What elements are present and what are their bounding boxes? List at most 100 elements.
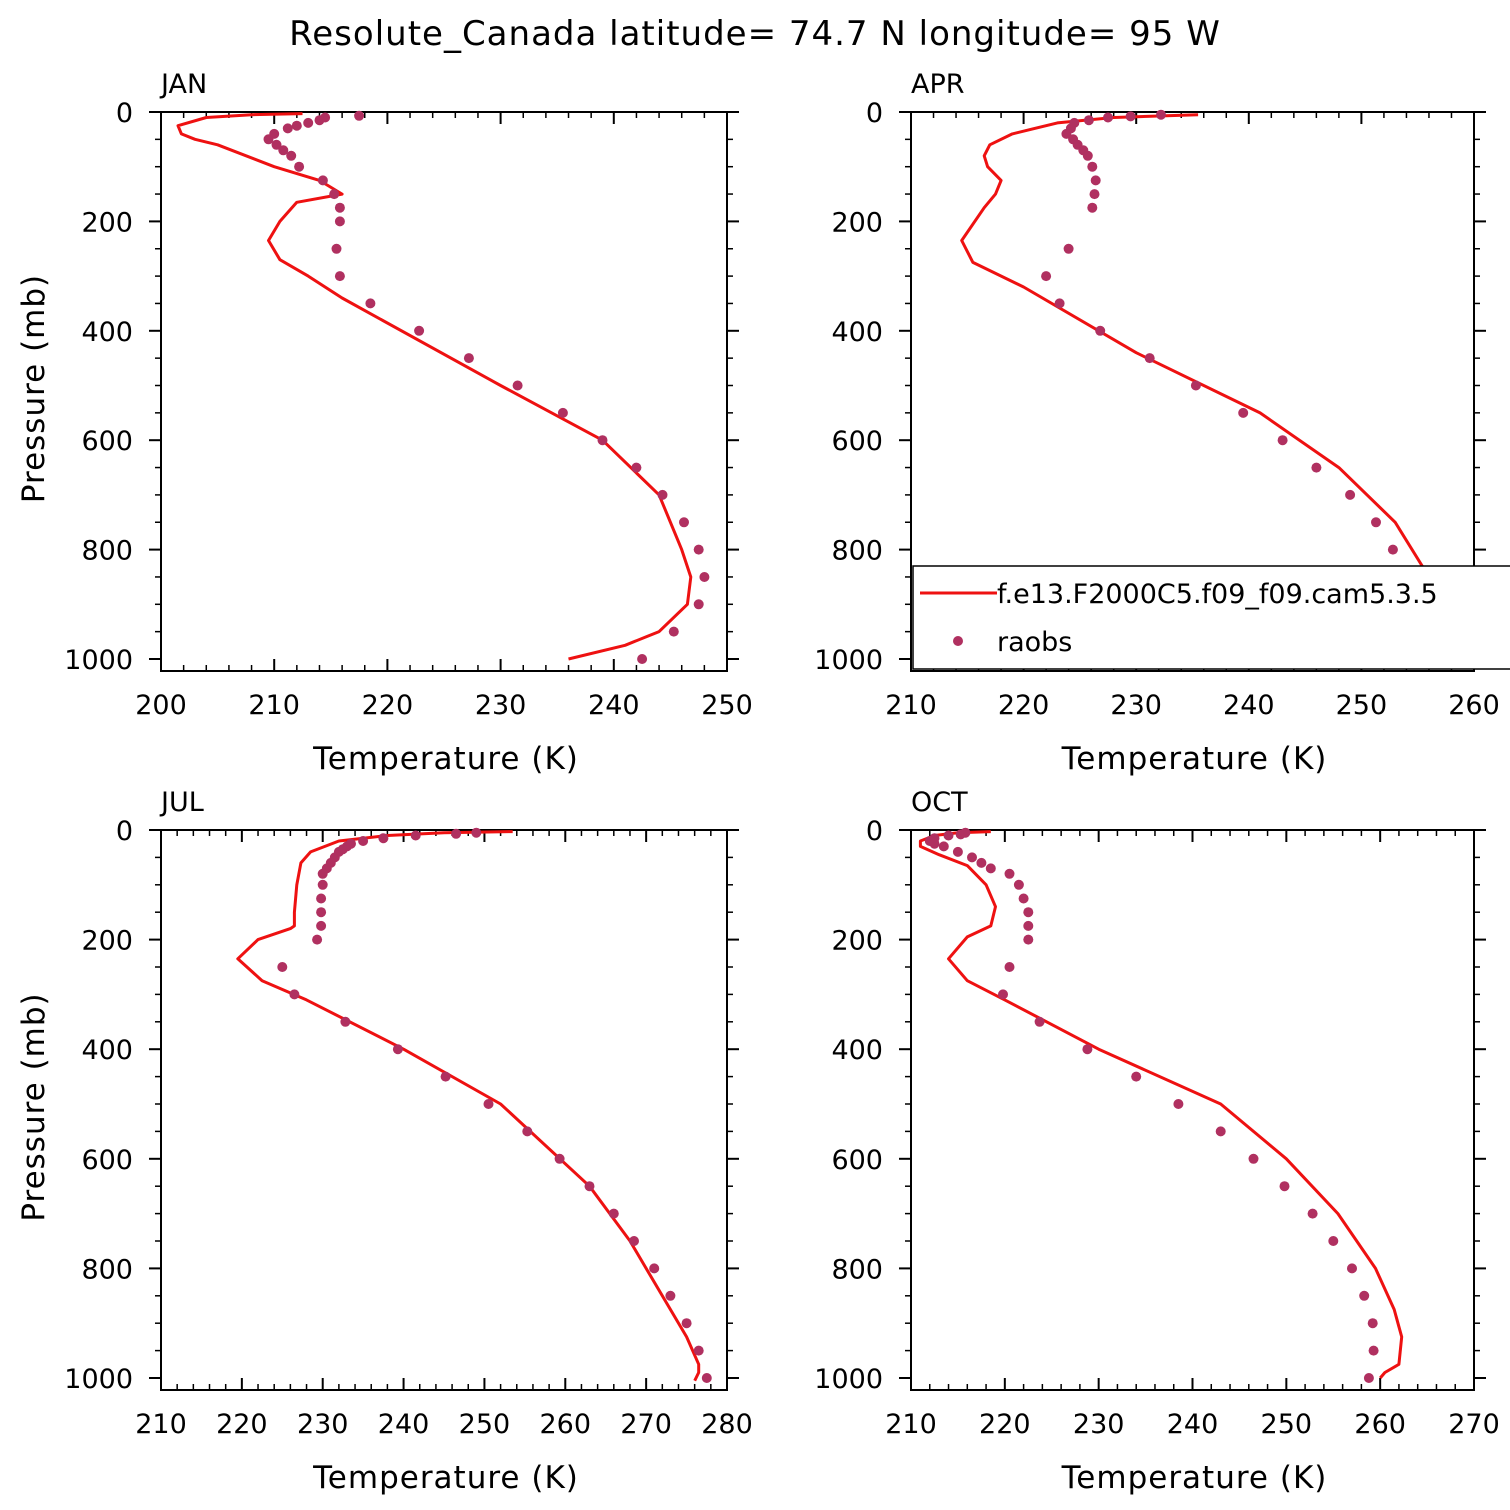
raobs-point (512, 380, 523, 391)
raobs-point (1018, 893, 1029, 904)
x-tick-label: 240 (588, 690, 640, 721)
legend-dot-swatch (953, 636, 963, 646)
y-tick-label: 800 (81, 536, 133, 567)
raobs-point (289, 989, 300, 1000)
raobs-point (1095, 325, 1106, 336)
raobs-point (1034, 1016, 1045, 1027)
y-tick-label: 1000 (64, 645, 133, 676)
raobs-point (637, 654, 648, 664)
raobs-point (316, 893, 327, 904)
x-tick-label: 220 (998, 690, 1050, 721)
x-tick-label: 250 (459, 1409, 511, 1440)
raobs-point (1173, 1099, 1184, 1109)
x-tick-label: 260 (1448, 690, 1500, 721)
raobs-point (378, 833, 389, 844)
x-tick-label: 230 (1110, 690, 1162, 721)
y-tick-label: 800 (81, 1254, 133, 1285)
raobs-point (354, 110, 365, 121)
raobs-point (278, 145, 289, 156)
x-axis-label: Temperature (K) (1061, 1460, 1328, 1496)
x-tick-label: 210 (885, 1409, 937, 1440)
y-tick-label: 400 (81, 317, 133, 348)
x-tick-label: 220 (362, 690, 414, 721)
raobs-point (334, 271, 345, 282)
raobs-point (1082, 150, 1093, 161)
raobs-point (629, 1236, 639, 1246)
raobs-point (649, 1263, 660, 1274)
raobs-point (314, 115, 325, 126)
raobs-point (414, 325, 425, 336)
raobs-point (471, 827, 482, 838)
y-tick-label: 200 (831, 926, 883, 957)
y-axis-label: Pressure (mb) (16, 274, 52, 503)
raobs-point (286, 150, 297, 161)
raobs-point (282, 123, 293, 134)
raobs-point (1371, 517, 1381, 528)
raobs-point (522, 1126, 533, 1137)
panel-month-label: JAN (159, 69, 207, 100)
panels: 200 210 220 230 240 250 0 200 400 600 800 1000 Tempe… (16, 69, 1500, 1496)
plot-frame (160, 829, 728, 1391)
y-tick-label: 800 (831, 1254, 883, 1285)
raobs-point (584, 1181, 595, 1192)
raobs-point (1087, 161, 1098, 172)
raobs-point (608, 1208, 619, 1219)
raobs-point (1004, 868, 1015, 879)
raobs-point (440, 1071, 451, 1082)
raobs-point (1103, 112, 1113, 123)
raobs-point (693, 544, 704, 555)
raobs-point (291, 120, 302, 131)
raobs-point (317, 868, 328, 879)
x-axis-label: Temperature (K) (312, 1460, 579, 1496)
x-tick-label: 270 (620, 1409, 672, 1440)
panel-month-label: OCT (911, 787, 968, 818)
x-tick-label: 260 (1354, 1409, 1406, 1440)
plot-frame (910, 829, 1475, 1391)
raobs-point (967, 852, 977, 863)
raobs-point (316, 920, 327, 931)
y-tick-label: 1000 (814, 645, 883, 676)
raobs-point (277, 962, 288, 972)
raobs-point (410, 830, 421, 841)
x-tick-label: 240 (1167, 1409, 1219, 1440)
x-tick-label: 250 (1261, 1409, 1313, 1440)
x-tick-label: 230 (297, 1409, 349, 1440)
plot-frame (910, 111, 1475, 672)
raobs-point (976, 857, 987, 868)
raobs-point (312, 934, 323, 945)
raobs-point (693, 599, 704, 610)
x-tick-label: 230 (475, 690, 527, 721)
x-axis-label: Temperature (K) (312, 741, 579, 777)
y-tick-label: 1000 (64, 1364, 133, 1395)
raobs-point (1087, 202, 1098, 213)
raobs-point (1023, 920, 1034, 931)
y-tick-label: 400 (831, 1035, 883, 1066)
x-tick-label: 270 (1448, 1409, 1500, 1440)
raobs-point (1156, 109, 1166, 120)
raobs-point (329, 189, 340, 200)
raobs-point (392, 1044, 403, 1055)
raobs-point (668, 626, 679, 637)
raobs-point (1083, 115, 1094, 126)
raobs-point (1368, 1345, 1379, 1356)
raobs-point (1215, 1126, 1226, 1137)
raobs-point (998, 989, 1008, 1000)
raobs-point (294, 161, 305, 172)
y-tick-label: 400 (831, 317, 883, 348)
plot-frame (160, 111, 728, 672)
raobs-point (1328, 1236, 1339, 1246)
raobs-point (263, 134, 274, 145)
x-tick-label: 260 (540, 1409, 592, 1440)
y-axis-label: Pressure (mb) (16, 992, 52, 1221)
raobs-point (331, 243, 342, 254)
x-tick-label: 250 (701, 690, 753, 721)
raobs-point (955, 829, 966, 840)
model-profile-line (918, 830, 1404, 1379)
raobs-point (317, 175, 328, 186)
panel-month-label: APR (911, 69, 965, 100)
y-tick-label: 0 (116, 816, 133, 847)
raobs-point (365, 298, 376, 309)
y-tick-label: 200 (81, 926, 133, 957)
raobs-point (1063, 243, 1074, 254)
